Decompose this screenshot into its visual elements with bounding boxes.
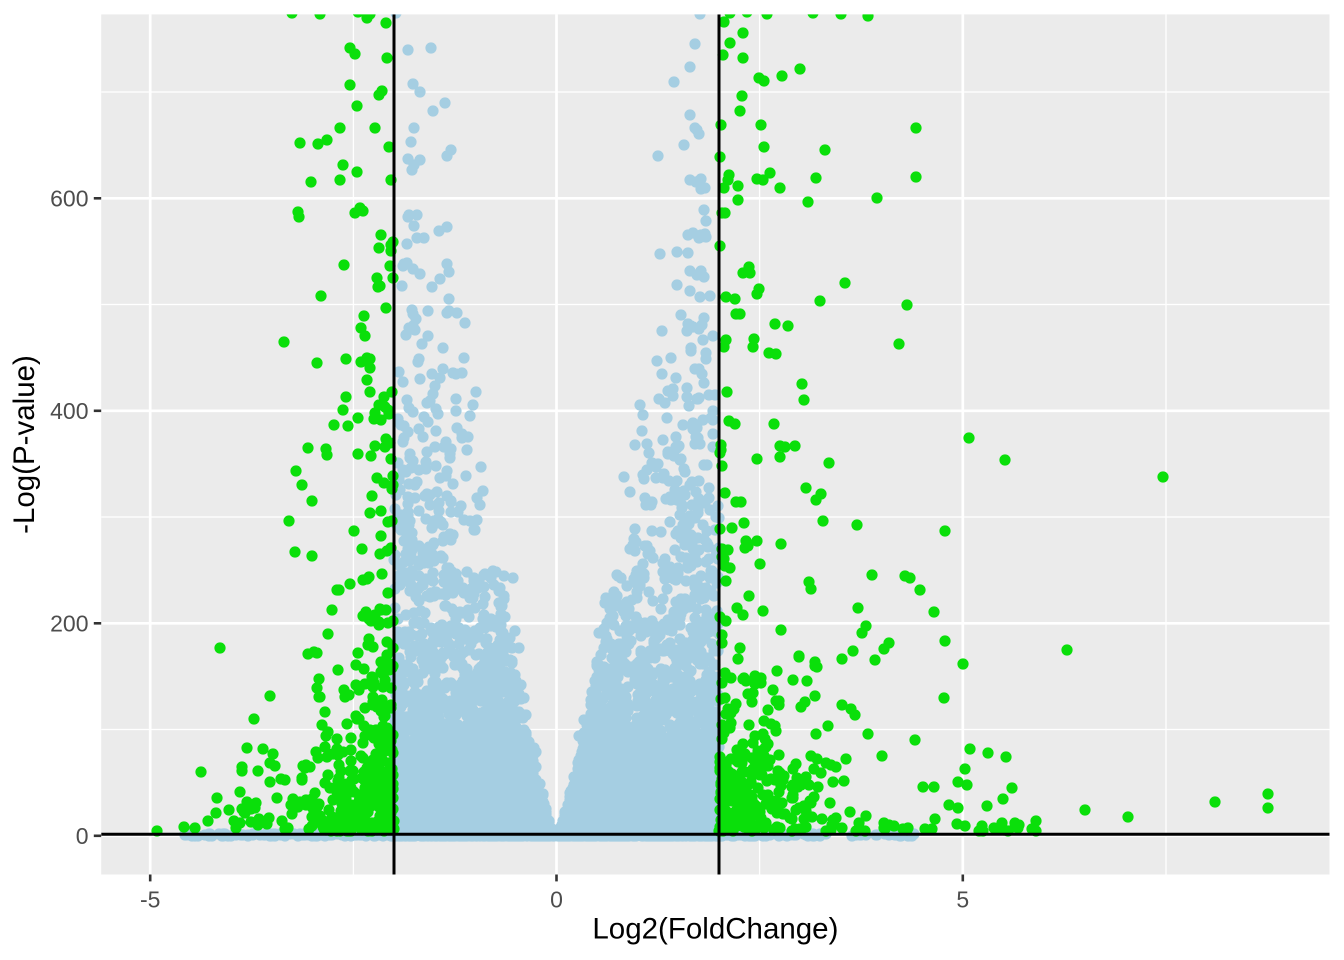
svg-text:Log2(FoldChange): Log2(FoldChange) <box>592 913 838 946</box>
svg-text:-5: -5 <box>140 887 160 913</box>
svg-text:-Log(P-value): -Log(P-value) <box>8 355 41 534</box>
svg-text:200: 200 <box>50 611 88 637</box>
svg-text:600: 600 <box>50 186 88 212</box>
svg-text:400: 400 <box>50 398 88 424</box>
svg-text:0: 0 <box>76 823 89 849</box>
svg-text:0: 0 <box>550 887 563 913</box>
svg-text:5: 5 <box>956 887 969 913</box>
